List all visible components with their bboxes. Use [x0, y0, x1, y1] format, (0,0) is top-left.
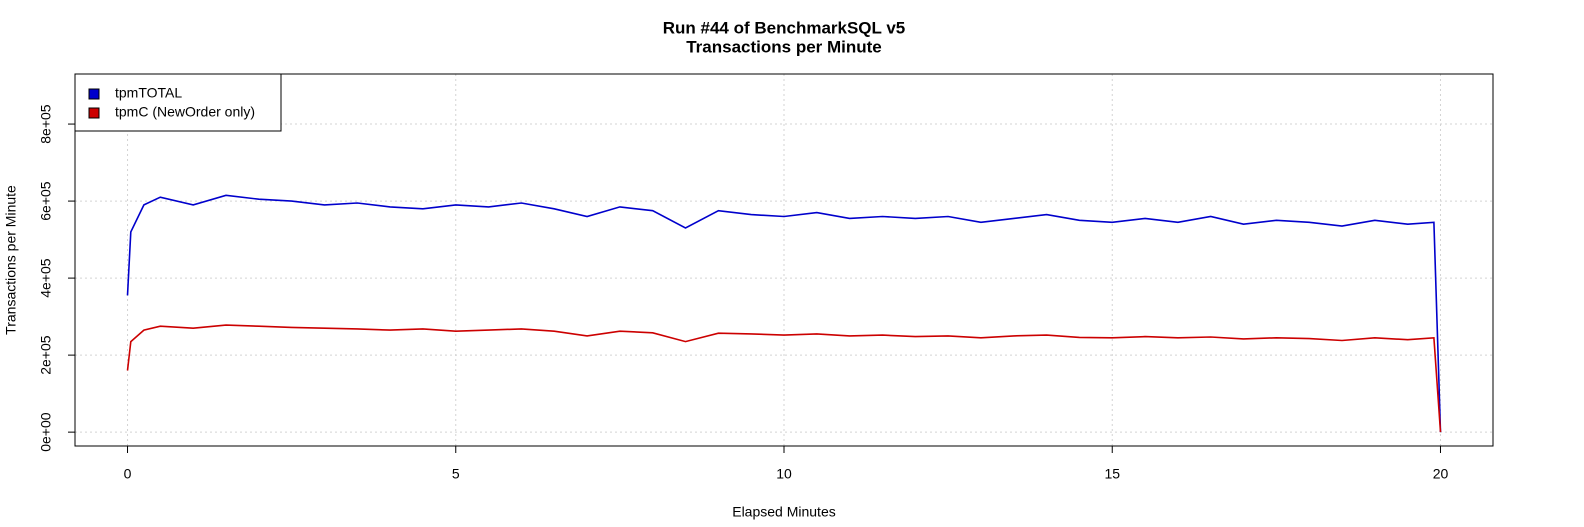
chart-title: Run #44 of BenchmarkSQL v5	[663, 18, 906, 37]
legend-box	[74, 73, 282, 132]
x-axis-label: Elapsed Minutes	[732, 504, 836, 520]
legend-swatch	[88, 107, 100, 119]
x-tick-label: 0	[124, 466, 132, 482]
y-tick-label: 0e+00	[38, 412, 54, 452]
series-line	[126, 194, 1442, 433]
legend-label: tpmTOTAL	[115, 85, 182, 101]
plot-frame	[74, 73, 1494, 447]
legend-label: tpmC (NewOrder only)	[115, 104, 255, 120]
x-tick-label: 5	[452, 466, 460, 482]
x-tick-label: 15	[1104, 466, 1120, 482]
y-tick-label: 6e+05	[38, 181, 54, 221]
legend: tpmTOTAL tpmC (NewOrder only)	[74, 73, 282, 132]
y-tick-label: 2e+05	[38, 335, 54, 375]
y-tick-label: 4e+05	[38, 258, 54, 298]
legend-swatch	[88, 88, 100, 100]
x-tick-label: 20	[1433, 466, 1449, 482]
series-line	[126, 324, 1442, 433]
x-tick-label: 10	[776, 466, 792, 482]
y-axis-label: Transactions per Minute	[3, 185, 19, 335]
chart-subtitle: Transactions per Minute	[686, 37, 882, 56]
y-tick-label: 8e+05	[38, 104, 54, 144]
